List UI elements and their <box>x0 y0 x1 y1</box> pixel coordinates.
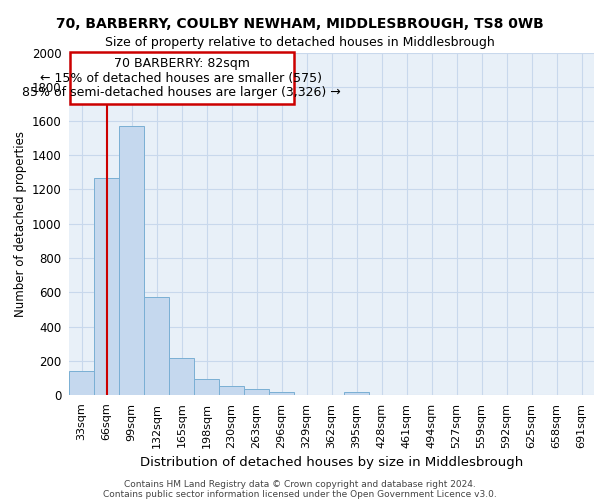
Bar <box>144 298 169 395</box>
Bar <box>244 389 269 395</box>
Y-axis label: Number of detached properties: Number of detached properties <box>14 130 28 317</box>
Bar <box>70 52 293 104</box>
Bar <box>169 358 194 395</box>
Bar <box>69 371 94 395</box>
Text: ← 15% of detached houses are smaller (575): ← 15% of detached houses are smaller (57… <box>41 72 323 85</box>
Bar <box>219 386 244 395</box>
Text: 70 BARBERRY: 82sqm: 70 BARBERRY: 82sqm <box>113 58 250 70</box>
Bar <box>94 178 119 395</box>
Bar <box>119 126 144 395</box>
Text: 70, BARBERRY, COULBY NEWHAM, MIDDLESBROUGH, TS8 0WB: 70, BARBERRY, COULBY NEWHAM, MIDDLESBROU… <box>56 18 544 32</box>
Text: Size of property relative to detached houses in Middlesbrough: Size of property relative to detached ho… <box>105 36 495 49</box>
X-axis label: Distribution of detached houses by size in Middlesbrough: Distribution of detached houses by size … <box>140 456 523 469</box>
Text: Contains public sector information licensed under the Open Government Licence v3: Contains public sector information licen… <box>103 490 497 499</box>
Bar <box>194 378 219 395</box>
Text: 85% of semi-detached houses are larger (3,326) →: 85% of semi-detached houses are larger (… <box>22 86 341 99</box>
Bar <box>344 392 369 395</box>
Text: Contains HM Land Registry data © Crown copyright and database right 2024.: Contains HM Land Registry data © Crown c… <box>124 480 476 489</box>
Bar <box>269 392 294 395</box>
